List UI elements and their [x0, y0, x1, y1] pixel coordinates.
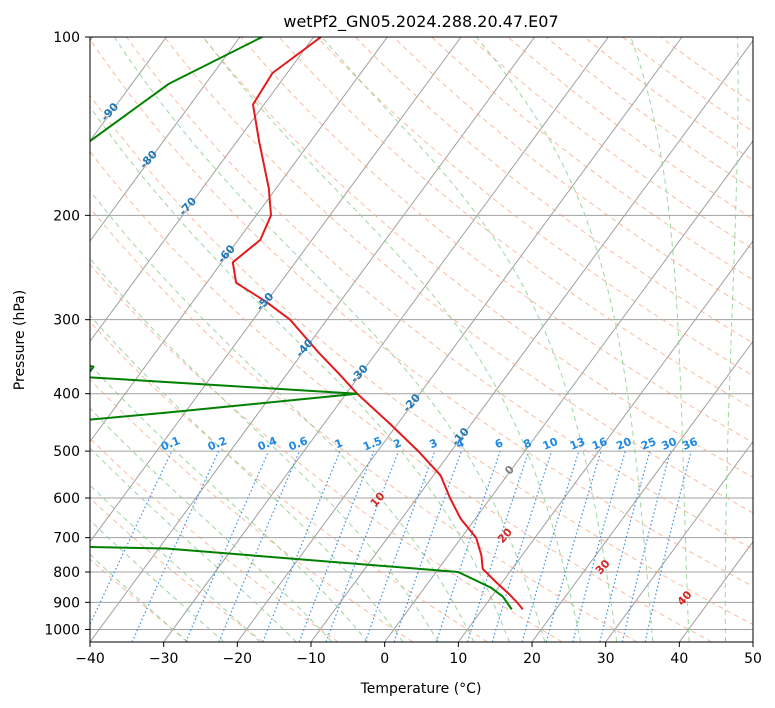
dry-adiabat-line — [90, 378, 414, 642]
isotherm-line — [90, 37, 167, 142]
mixing-ratio-label: 20 — [614, 435, 633, 453]
isotherm-line — [90, 37, 241, 242]
dry-adiabat-line — [90, 263, 563, 642]
isotherm-line — [531, 340, 753, 642]
chart-title: wetPf2_GN05.2024.288.20.47.E07 — [283, 12, 558, 32]
mixing-ratio-line — [364, 450, 436, 642]
isotherm-line — [457, 240, 753, 642]
y-axis: 100 200 300 400 500 600 700 800 900 1000 — [44, 30, 90, 638]
mixing-ratio-label: 8 — [522, 436, 534, 451]
mixing-ratio-line — [545, 450, 602, 642]
dry-adiabat-line — [240, 37, 753, 444]
mixing-ratio-line — [262, 450, 341, 642]
dry-adiabat-line — [355, 37, 753, 344]
mixing-ratio-line — [521, 450, 580, 642]
isotherm-line — [90, 37, 536, 642]
plot-frame — [89, 36, 754, 643]
moist-adiabat-line — [724, 37, 739, 642]
temperature-profile-line — [231, 37, 524, 611]
x-tick-label: 20 — [523, 651, 541, 667]
isotherm-line — [236, 37, 683, 642]
mixing-ratio-line — [218, 450, 301, 642]
mixing-ratio-line — [393, 450, 463, 642]
dry-adiabat-line — [316, 37, 753, 377]
dry-adiabat-line — [584, 37, 753, 161]
mixing-ratio-label: 10 — [541, 435, 560, 453]
dry-adiabat-line — [90, 207, 638, 642]
x-tick-label: 50 — [744, 651, 762, 667]
dry-adiabat-line — [90, 38, 753, 587]
moist-adiabat-line — [90, 519, 225, 642]
mixing-ratio-line — [185, 450, 270, 642]
isotherm-line — [605, 440, 753, 642]
y-tick-label: 1000 — [44, 622, 80, 638]
y-tick-label: 500 — [53, 444, 80, 460]
isotherm-line — [90, 37, 315, 343]
mixing-ratio-label: 1 — [333, 436, 345, 451]
mixing-ratio-line — [599, 450, 651, 642]
dry-adiabat-line — [393, 37, 753, 312]
x-axis-title: Temperature (°C) — [360, 681, 482, 697]
mixing-ratio-label: 13 — [568, 435, 587, 453]
dry-adiabat-line — [90, 150, 712, 642]
moist-adiabat-line — [90, 553, 188, 642]
dry-adiabat-line — [90, 320, 488, 642]
y-tick-label: 300 — [53, 313, 80, 329]
moist-adiabat-line — [90, 314, 404, 642]
mixing-ratio-label: 36 — [680, 435, 699, 453]
mixing-ratio-label: 3 — [428, 436, 440, 451]
x-tick-label: 10 — [449, 651, 467, 667]
isotherm-line — [163, 37, 609, 642]
moist-adiabat-line — [90, 447, 297, 642]
moist-adiabat-line — [113, 37, 546, 642]
y-tick-label: 600 — [53, 491, 80, 507]
mixing-ratio-label: 2 — [391, 436, 403, 451]
mixing-ratio-line — [466, 450, 530, 642]
dry-adiabat-line — [90, 94, 753, 626]
x-tick-label: 40 — [670, 651, 688, 667]
mixing-ratio-line — [644, 450, 692, 642]
mixing-ratio-line — [621, 450, 671, 642]
x-tick-label: −20 — [223, 651, 253, 667]
mixing-ratio-line — [491, 450, 553, 642]
moist-adiabat-line — [321, 37, 618, 642]
mixing-ratio-label: 30 — [660, 435, 679, 453]
y-tick-label: 100 — [53, 30, 80, 46]
x-tick-label: 30 — [597, 651, 615, 667]
background-lines — [90, 37, 753, 642]
dry-adiabat-line — [431, 37, 753, 281]
x-tick-label: −30 — [149, 651, 179, 667]
dry-adiabat-line — [202, 37, 753, 478]
mixing-ratio-line — [435, 450, 501, 642]
mixing-ratio-label: 16 — [590, 435, 609, 453]
moist-adiabat-line — [90, 363, 369, 642]
isotherm-line — [90, 37, 388, 443]
dry-adiabat-line — [126, 37, 753, 550]
moist-adiabat-line — [90, 407, 333, 642]
x-tick-label: 0 — [380, 651, 389, 667]
y-tick-label: 700 — [53, 531, 80, 547]
moist-adiabat-line — [203, 37, 582, 642]
moist-adiabat-line — [630, 37, 690, 642]
mixing-ratio-line — [572, 450, 626, 642]
x-tick-label: −40 — [75, 651, 105, 667]
isotherm-line — [384, 140, 753, 642]
mixing-ratio-line — [298, 450, 375, 642]
moist-adiabat-line — [476, 37, 654, 642]
y-tick-label: 900 — [53, 595, 80, 611]
y-tick-label: 800 — [53, 565, 80, 581]
y-tick-label: 400 — [53, 387, 80, 403]
x-axis: −40 −30 −20 −10 0 10 20 30 40 50 — [75, 642, 762, 667]
dry-adiabat-line — [278, 37, 753, 410]
moist-adiabat-line — [90, 257, 439, 642]
profile-lines — [90, 37, 524, 611]
moist-adiabat-line — [90, 189, 475, 642]
mixing-ratio-line — [325, 450, 400, 642]
y-tick-label: 200 — [53, 208, 80, 224]
x-tick-label: −10 — [296, 651, 326, 667]
y-axis-title: Pressure (hPa) — [12, 290, 28, 390]
mixing-ratio-label: 25 — [639, 435, 658, 453]
